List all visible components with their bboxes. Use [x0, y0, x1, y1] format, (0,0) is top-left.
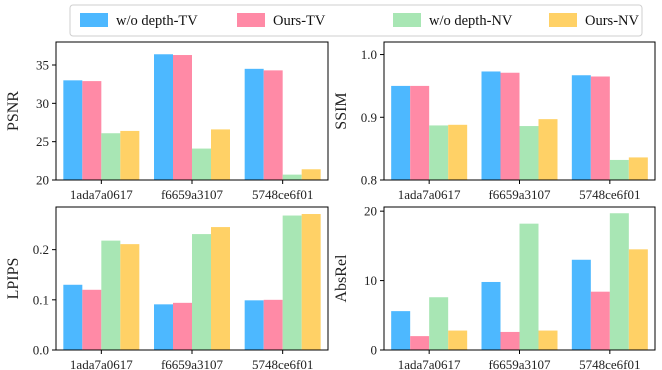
bar: [263, 299, 283, 350]
bar: [192, 234, 211, 350]
lpips-chart: 0.0 0.1 0.2 1ada7a0617 f6659a3107 5748ce6f01 L…: [5, 206, 329, 370]
bar: [82, 81, 102, 180]
legend-label: w/o depth-TV: [116, 13, 198, 29]
bar: [628, 249, 648, 350]
x-tick-label: 1ada7a0617: [70, 187, 133, 202]
x-tick-label: f6659a3107: [488, 187, 551, 202]
bar: [120, 244, 140, 350]
bar: [192, 148, 211, 180]
y-tick-label: 10: [364, 273, 377, 288]
bar: [609, 213, 629, 350]
y-axis-label: LPIPS: [5, 258, 22, 300]
bar: [120, 130, 140, 180]
x-tick-label: f6659a3107: [488, 357, 551, 370]
legend-item: w/o depth-NV: [393, 13, 513, 29]
x-tick-label: 5748ce6f01: [579, 187, 640, 202]
legend-swatch: [393, 13, 421, 27]
bar: [263, 70, 283, 180]
legend-swatch: [237, 13, 265, 27]
x-tick-label: 1ada7a0617: [70, 357, 133, 370]
bar: [448, 330, 468, 350]
x-tick-label: 5748ce6f01: [252, 357, 313, 370]
bar: [173, 55, 192, 180]
x-tick-label: 5748ce6f01: [579, 357, 640, 370]
bar: [244, 300, 264, 350]
bar: [628, 157, 648, 180]
bar: [481, 71, 501, 180]
y-tick-label: 0.9: [361, 110, 377, 125]
y-tick-label: 35: [36, 58, 49, 73]
bar: [590, 76, 610, 180]
bar: [538, 330, 558, 350]
y-tick-label: 0.0: [33, 343, 49, 358]
bar: [410, 85, 430, 180]
bar: [571, 259, 591, 350]
bar: [154, 304, 173, 350]
y-tick-label: 0.2: [33, 242, 49, 257]
bar: [519, 126, 539, 180]
bar: [448, 124, 468, 180]
legend-label: Ours-TV: [273, 13, 326, 29]
bar: [500, 72, 520, 180]
x-tick-label: 1ada7a0617: [398, 357, 461, 370]
chart-panels: 20 25 30 35 1ada7a0617 f6659a3107 5748ce6f01 PS…: [5, 41, 656, 370]
bar: [429, 297, 449, 350]
ssim-chart: 0.8 0.9 1.0 1ada7a0617 f6659a3107 5748ce6f01 S…: [333, 41, 656, 202]
legend-item: Ours-TV: [237, 13, 326, 29]
y-axis-label: SSIM: [333, 92, 350, 129]
bar: [301, 214, 321, 350]
bar: [101, 240, 121, 350]
x-tick-label: 5748ce6f01: [252, 187, 313, 202]
bar: [571, 75, 591, 180]
bar: [282, 174, 302, 180]
bar: [519, 223, 539, 350]
y-axis-label: AbsRel: [333, 254, 350, 303]
bar: [211, 227, 230, 350]
x-tick-label: f6659a3107: [161, 187, 224, 202]
bar: [244, 68, 264, 180]
y-tick-label: 0.8: [361, 173, 377, 188]
bar: [173, 302, 192, 350]
legend-label: Ours-NV: [585, 13, 639, 29]
y-tick-label: 30: [36, 96, 49, 111]
y-tick-label: 1.0: [361, 47, 377, 62]
bar: [391, 311, 411, 350]
y-axis-label: PSNR: [5, 91, 22, 131]
y-tick-label: 20: [36, 173, 49, 188]
bar: [282, 215, 302, 350]
legend-label: w/o depth-NV: [429, 13, 513, 29]
bar: [500, 331, 520, 350]
bar: [538, 119, 558, 180]
y-tick-label: 25: [36, 134, 49, 149]
bar: [410, 336, 430, 350]
bar: [101, 133, 121, 180]
legend-swatch: [80, 13, 108, 27]
psnr-chart: 20 25 30 35 1ada7a0617 f6659a3107 5748ce6f01 PS…: [5, 41, 329, 202]
bar: [154, 54, 173, 180]
bar: [391, 85, 411, 180]
legend-swatch: [549, 13, 577, 27]
legend-item: w/o depth-TV: [80, 13, 198, 29]
bar: [609, 159, 629, 180]
x-tick-label: 1ada7a0617: [398, 187, 461, 202]
y-tick-label: 20: [364, 204, 377, 219]
bar: [481, 281, 501, 350]
legend: w/o depth-TV Ours-TV w/o depth-NV Ours-NV: [69, 4, 643, 37]
legend-frame: [69, 4, 643, 37]
y-tick-label: 0: [371, 343, 378, 358]
bar: [301, 169, 321, 180]
legend-item: Ours-NV: [549, 13, 639, 29]
bar: [82, 289, 102, 350]
x-tick-label: f6659a3107: [161, 357, 224, 370]
bar: [211, 129, 230, 180]
bar: [63, 80, 83, 180]
absrel-chart: 0 10 20 1ada7a0617 f6659a3107 5748ce6f01 AbsRe…: [333, 204, 656, 370]
y-tick-label: 0.1: [33, 292, 49, 307]
bar: [63, 284, 83, 350]
bar: [429, 125, 449, 180]
bar: [590, 291, 610, 350]
